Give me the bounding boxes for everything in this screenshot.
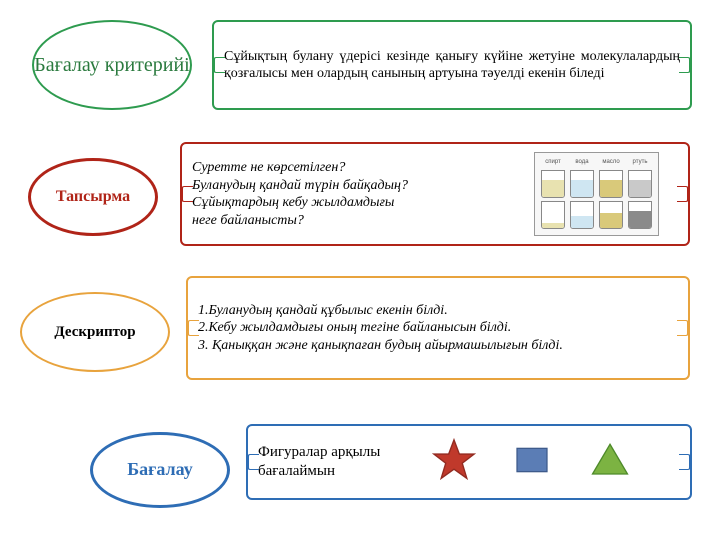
task-line: Сұйықтардың кебу жылдамдығы	[192, 194, 492, 212]
beaker-label: ртуть	[628, 157, 652, 167]
beaker-label: масло	[599, 157, 623, 167]
beakers-illustration: спирт вода масло ртуть	[534, 152, 659, 236]
descriptor-line: 1.Буланудың қандай құбылыс екенін білді.	[198, 302, 563, 320]
task-line: неге байланысты?	[192, 212, 492, 230]
assessment-shapes	[432, 438, 632, 482]
task-line: Буланудың қандай түрін байқадың?	[192, 177, 492, 195]
star-icon	[432, 438, 476, 482]
square-icon	[510, 438, 554, 482]
beaker	[628, 201, 652, 229]
beaker-label: спирт	[541, 157, 565, 167]
assessment-oval: Бағалау	[90, 432, 230, 508]
criteria-box-text: Сұйықтың булану үдерісі кезінде қанығу к…	[224, 48, 680, 83]
diagram-canvas: Бағалау критерийі Сұйықтың булану үдеріс…	[0, 0, 720, 540]
descriptor-box: 1.Буланудың қандай құбылыс екенін білді.…	[186, 276, 690, 380]
beaker	[541, 170, 565, 198]
criteria-box: Сұйықтың булану үдерісі кезінде қанығу к…	[212, 20, 692, 110]
beaker	[570, 170, 594, 198]
descriptor-box-text: 1.Буланудың қандай құбылыс екенін білді.…	[198, 302, 563, 355]
criteria-oval-label: Бағалау критерийі	[34, 53, 189, 77]
beaker-label: вода	[570, 157, 594, 167]
beaker	[570, 201, 594, 229]
assessment-box-text: Фигуралар арқылы бағалаймын	[258, 443, 418, 481]
beaker	[599, 170, 623, 198]
descriptor-line: 3. Қаныққан және қанықпаған будың айырма…	[198, 337, 563, 355]
descriptor-oval-label: Дескриптор	[54, 323, 135, 341]
task-line: Суретте не көрсетілген?	[192, 159, 492, 177]
descriptor-line: 2.Кебу жылдамдығы оның тегіне байланысын…	[198, 319, 563, 337]
descriptor-oval: Дескриптор	[20, 292, 170, 372]
assessment-oval-label: Бағалау	[127, 459, 192, 481]
task-box-text: Суретте не көрсетілген? Буланудың қандай…	[192, 159, 492, 229]
beaker	[599, 201, 623, 229]
task-oval-label: Тапсырма	[56, 187, 130, 206]
criteria-oval: Бағалау критерийі	[32, 20, 192, 110]
task-oval: Тапсырма	[28, 158, 158, 236]
beaker	[628, 170, 652, 198]
triangle-icon	[588, 438, 632, 482]
beaker	[541, 201, 565, 229]
